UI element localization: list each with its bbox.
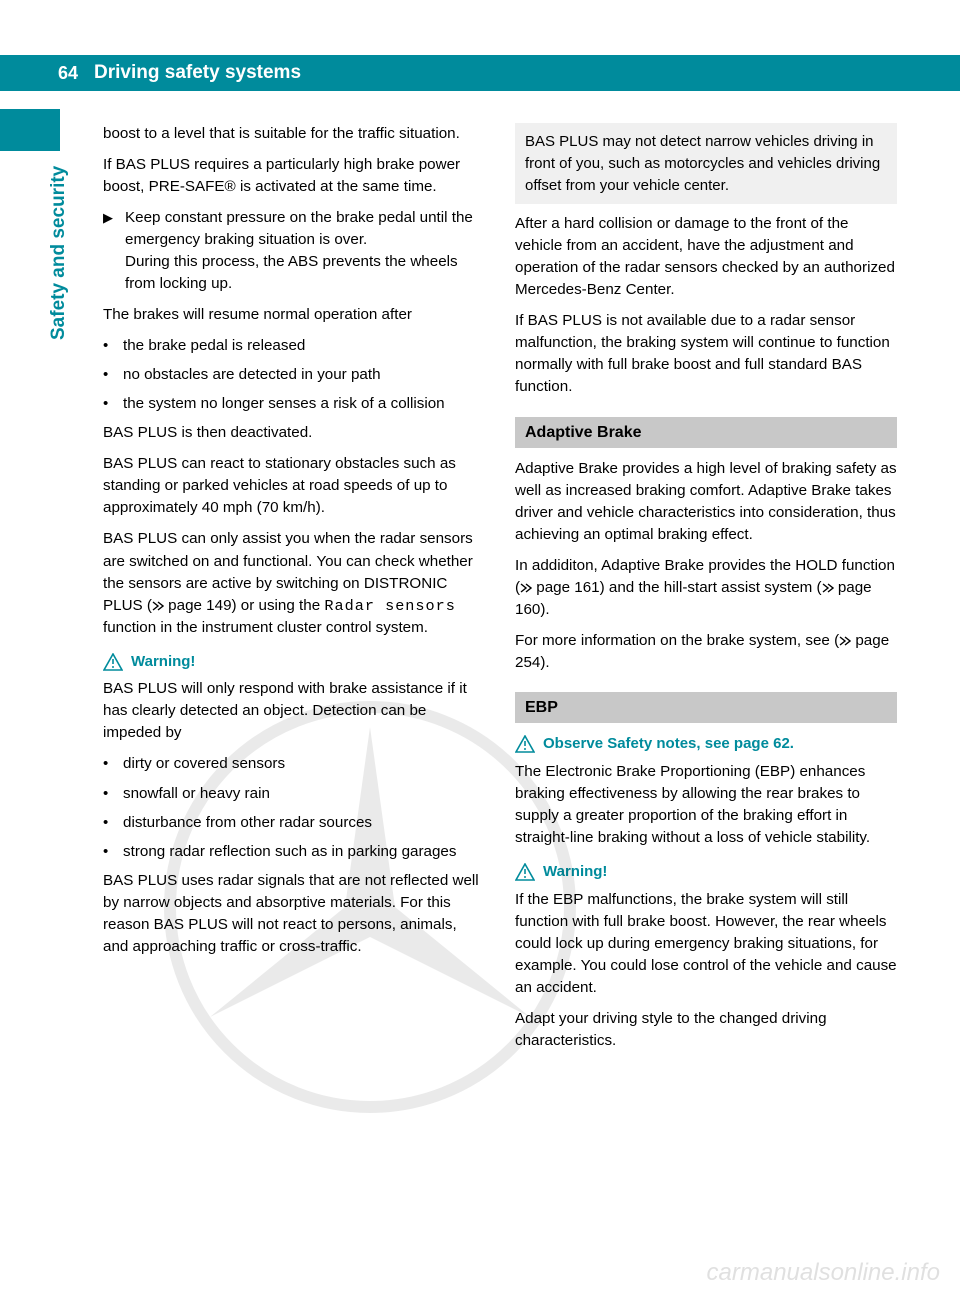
header-bar: 64 Driving safety systems xyxy=(0,55,960,91)
bullet-item: • snowfall or heavy rain xyxy=(103,783,485,805)
bullet-text: disturbance from other radar sources xyxy=(123,812,372,834)
page-ref-icon xyxy=(152,601,164,611)
bullet-icon: • xyxy=(103,812,113,834)
warning-text: BAS PLUS uses radar signals that are not… xyxy=(103,870,485,958)
warning-title: Warning! xyxy=(543,861,607,883)
page-ref-icon xyxy=(839,636,851,646)
body-text: BAS PLUS is then deactivated. xyxy=(103,422,485,444)
body-text: BAS PLUS can react to stationary obstacl… xyxy=(103,453,485,519)
body-text: boost to a level that is suitable for th… xyxy=(103,123,485,145)
page-ref-icon xyxy=(822,583,834,593)
header-title: Driving safety systems xyxy=(94,62,301,84)
bullet-item: • the brake pedal is released xyxy=(103,335,485,357)
section-heading: Adaptive Brake xyxy=(515,417,897,448)
bullet-icon: • xyxy=(103,753,113,775)
body-text: Adaptive Brake provides a high level of … xyxy=(515,458,897,546)
warning-triangle-icon xyxy=(515,863,535,881)
warning-heading: Warning! xyxy=(515,861,897,883)
side-tab xyxy=(0,109,60,151)
bullet-text: the system no longer senses a risk of a … xyxy=(123,393,445,415)
warning-heading: Warning! xyxy=(103,651,485,673)
bullet-icon: • xyxy=(103,841,113,863)
bullet-text: dirty or covered sensors xyxy=(123,753,285,775)
body-text: The brakes will resume normal operation … xyxy=(103,304,485,326)
page-ref-icon xyxy=(520,583,532,593)
left-column: boost to a level that is suitable for th… xyxy=(103,123,485,1252)
bullet-item: • dirty or covered sensors xyxy=(103,753,485,775)
manual-page: 64 Driving safety systems Safety and sec… xyxy=(0,0,960,1302)
instruction-item: ▶ Keep constant pressure on the brake pe… xyxy=(103,207,485,295)
section-heading: EBP xyxy=(515,692,897,723)
bullet-text: no obstacles are detected in your path xyxy=(123,364,381,386)
warning-text: If the EBP malfunctions, the brake syste… xyxy=(515,889,897,999)
body-text: BAS PLUS can only assist you when the ra… xyxy=(103,528,485,638)
bullet-item: • strong radar reflection such as in par… xyxy=(103,841,485,863)
warning-triangle-icon xyxy=(103,653,123,671)
observe-title: Observe Safety notes, see page 62. xyxy=(543,733,794,755)
bullet-text: the brake pedal is released xyxy=(123,335,305,357)
bullet-item: • disturbance from other radar sources xyxy=(103,812,485,834)
observe-heading: Observe Safety notes, see page 62. xyxy=(515,733,897,755)
watermark-text: carmanualsonline.info xyxy=(707,1259,940,1287)
bullet-item: • the system no longer senses a risk of … xyxy=(103,393,485,415)
display-text: Radar sensors xyxy=(324,597,455,615)
warning-triangle-icon xyxy=(515,735,535,753)
content-area: boost to a level that is suitable for th… xyxy=(103,123,897,1252)
body-text: If BAS PLUS requires a particularly high… xyxy=(103,154,485,198)
instruction-arrow-icon: ▶ xyxy=(103,207,117,295)
bullet-icon: • xyxy=(103,335,113,357)
warning-box: BAS PLUS may not detect narrow vehicles … xyxy=(515,123,897,204)
instruction-text: Keep constant pressure on the brake peda… xyxy=(125,207,485,295)
page-number: 64 xyxy=(58,63,78,84)
warning-text: BAS PLUS will only respond with brake as… xyxy=(103,678,485,744)
body-text: In addiditon, Adaptive Brake provides th… xyxy=(515,555,897,621)
bullet-icon: • xyxy=(103,393,113,415)
warning-title: Warning! xyxy=(131,651,195,673)
bullet-text: snowfall or heavy rain xyxy=(123,783,270,805)
body-text: If BAS PLUS is not available due to a ra… xyxy=(515,310,897,398)
bullet-text: strong radar reflection such as in parki… xyxy=(123,841,456,863)
bullet-item: • no obstacles are detected in your path xyxy=(103,364,485,386)
side-section-label: Safety and security xyxy=(48,166,70,340)
right-column: BAS PLUS may not detect narrow vehicles … xyxy=(515,123,897,1252)
bullet-icon: • xyxy=(103,364,113,386)
warning-text: Adapt your driving style to the changed … xyxy=(515,1008,897,1052)
warning-box-text: BAS PLUS may not detect narrow vehicles … xyxy=(525,133,880,194)
bullet-icon: • xyxy=(103,783,113,805)
body-text: For more information on the brake system… xyxy=(515,630,897,674)
body-text: After a hard collision or damage to the … xyxy=(515,213,897,301)
body-text: The Electronic Brake Proportioning (EBP)… xyxy=(515,761,897,849)
